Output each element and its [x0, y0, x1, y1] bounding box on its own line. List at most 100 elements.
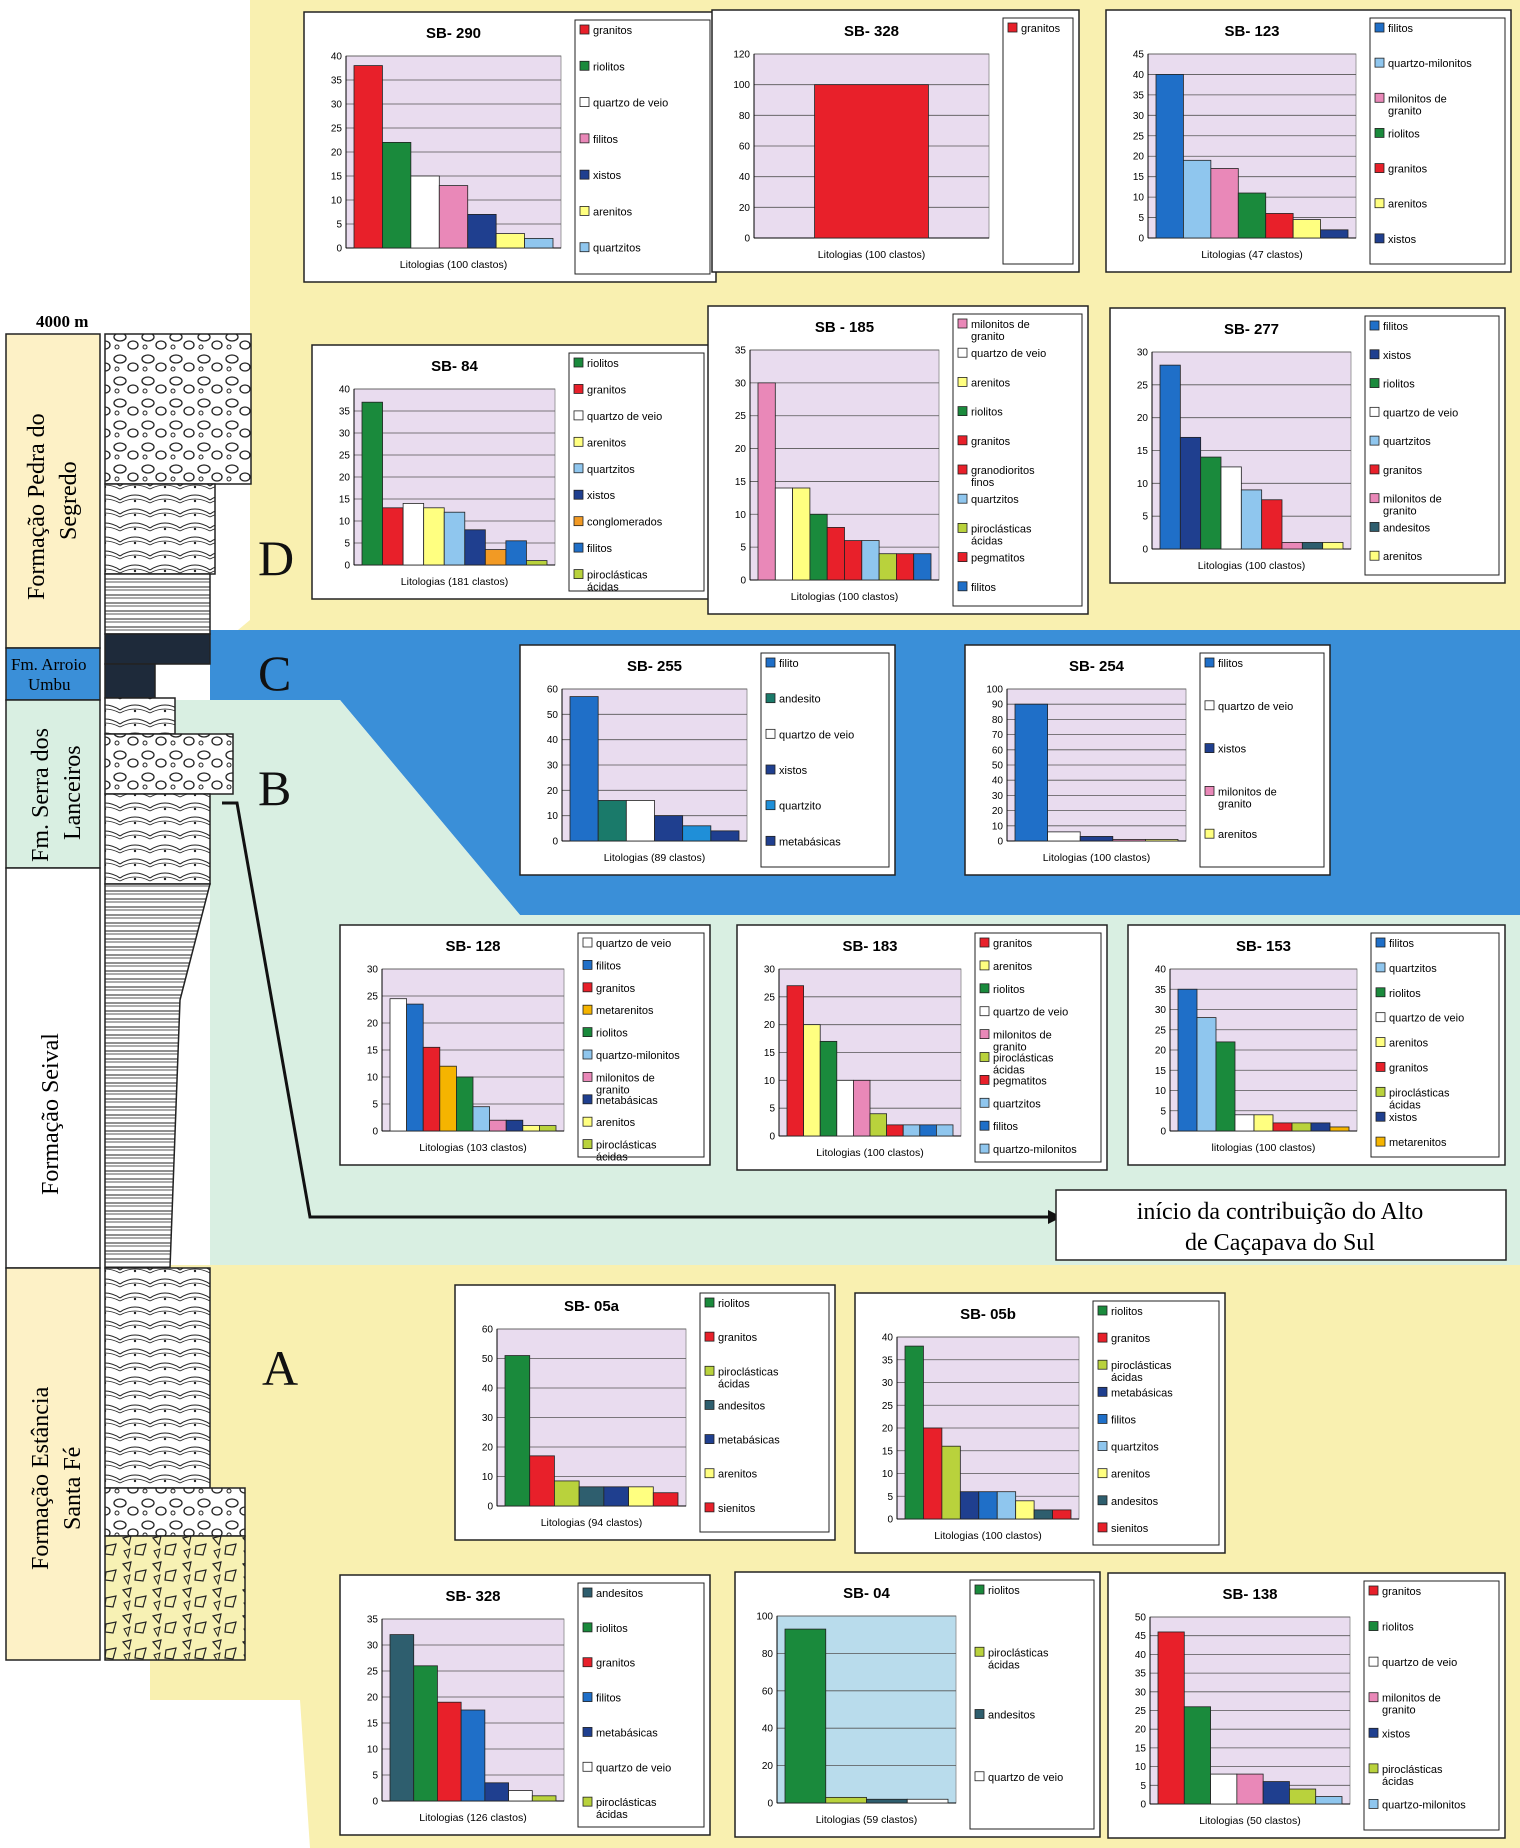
chart-title-sb-277: SB- 277	[1224, 321, 1279, 338]
bar-sb-153-6	[1291, 1122, 1312, 1132]
y-tick-label-sb-277-3: 15	[1137, 446, 1149, 457]
legend-label-sb-183-2: riolitos	[993, 984, 1025, 996]
legend-swatch-sb-185-1	[957, 347, 968, 358]
legend-swatch-sb-84-4	[573, 463, 584, 474]
y-tick-label-sb-153-0: 0	[1160, 1127, 1166, 1138]
y-tick-label-sb-04-5: 100	[756, 1612, 773, 1623]
legend-swatch-sb-277-6	[1369, 493, 1380, 504]
legend-label-sb-185-5: granodioritos finos	[971, 465, 1035, 489]
legend-swatch-sb-153-4	[1375, 1037, 1386, 1047]
legend-swatch-sb-254-0	[1204, 657, 1215, 668]
legend-swatch-sb-138-4	[1368, 1727, 1379, 1738]
bar-sb-05b-3	[959, 1491, 980, 1520]
legend-swatch-sb-255-5	[765, 835, 776, 846]
bar-sb-128-8	[522, 1125, 540, 1132]
bar-sb-183-8	[919, 1124, 937, 1137]
legend-label-sb-123-6: xistos	[1388, 234, 1417, 246]
bar-sb-254-1	[1047, 831, 1081, 842]
bar-sb-153-5	[1272, 1122, 1293, 1132]
y-tick-label-sb-290-7: 35	[331, 76, 343, 87]
y-tick-label-sb-153-7: 35	[1155, 985, 1167, 996]
y-tick-label-sb-183-6: 30	[764, 965, 776, 976]
legend-label-sb-84-5: xistos	[587, 490, 616, 502]
legend-label-sb-128-1: filitos	[596, 960, 622, 972]
x-axis-label-sb-05b: Litologias (100 clastos)	[934, 1530, 1041, 1542]
x-axis-label-sb-123: Litologias (47 clastos)	[1201, 249, 1303, 261]
bar-sb-128-6	[489, 1119, 507, 1132]
legend-label-sb-328-bottom-6: piroclásticas ácidas	[596, 1797, 657, 1821]
y-tick-label-sb-254-1: 10	[992, 821, 1004, 832]
zone-letter-d: D	[258, 530, 294, 586]
legend-swatch-sb-153-8	[1375, 1136, 1386, 1147]
chart-title-sb-05b: SB- 05b	[960, 1306, 1016, 1323]
legend-swatch-sb-04-2	[974, 1709, 985, 1719]
legend-swatch-sb-185-8	[957, 552, 968, 562]
bar-sb-185-9	[913, 553, 932, 581]
legend-swatch-sb-153-5	[1375, 1062, 1386, 1072]
chart-sb-254: SB- 254 0 10 20 30 40 50 60 70 80 90 100 Litologias …	[964, 644, 1331, 876]
legend-swatch-sb-153-1	[1375, 962, 1386, 973]
legend-sb-328-bottom	[577, 1582, 705, 1828]
legend-sb-328-top	[1002, 17, 1074, 265]
legend-label-sb-328-top-0: granitos	[1021, 23, 1061, 35]
chart-sb-04: SB- 04 0 20 40 60 80 100 Litologias (59 clastos…	[734, 1571, 1101, 1838]
legend-label-sb-04-0: riolitos	[988, 1585, 1020, 1597]
bar-sb-05a-0	[504, 1355, 531, 1507]
legend-swatch-sb-84-7	[573, 542, 584, 553]
legend-swatch-sb-05a-0	[704, 1297, 715, 1308]
y-tick-label-sb-254-7: 70	[992, 730, 1004, 741]
legend-label-sb-123-1: quartzo-milonitos	[1388, 58, 1472, 70]
legend-swatch-sb-128-2	[582, 982, 593, 993]
bar-sb-255-0	[569, 696, 599, 842]
y-tick-label-sb-05a-1: 10	[482, 1472, 494, 1483]
y-tick-label-sb-290-6: 30	[331, 100, 343, 111]
legend-swatch-sb-183-0	[979, 937, 990, 948]
legend-swatch-sb-123-0	[1374, 22, 1385, 33]
y-tick-label-sb-05b-4: 20	[882, 1424, 894, 1435]
y-tick-label-sb-290-5: 25	[331, 124, 343, 135]
legend-label-sb-183-6: pegmatitos	[993, 1075, 1047, 1087]
legend-swatch-sb-185-4	[957, 435, 968, 446]
legend-swatch-sb-290-4	[579, 169, 590, 180]
bar-sb-185-7	[878, 553, 897, 581]
legend-swatch-sb-123-4	[1374, 163, 1385, 173]
zone-letters: D C B A	[258, 530, 298, 1396]
y-tick-label-sb-277-1: 5	[1142, 512, 1148, 523]
y-tick-label-sb-153-6: 30	[1155, 1005, 1167, 1016]
legend-sb-290	[574, 19, 711, 275]
legend-label-sb-123-0: filitos	[1388, 23, 1414, 35]
bar-sb-185-4	[826, 527, 845, 581]
formation-pedra-do-segredo-box	[5, 333, 101, 649]
y-tick-label-sb-153-3: 15	[1155, 1066, 1167, 1077]
legend-swatch-sb-328-bottom-6	[582, 1796, 593, 1807]
legend-label-sb-328-bottom-3: filitos	[596, 1693, 622, 1705]
y-tick-label-sb-05b-1: 5	[887, 1492, 893, 1503]
legend-label-sb-128-3: metarenitos	[596, 1005, 654, 1017]
legend-label-sb-138-0: granitos	[1382, 1586, 1422, 1598]
legend-sb-05a	[699, 1292, 830, 1533]
y-tick-label-sb-04-4: 80	[762, 1649, 774, 1660]
legend-swatch-sb-123-5	[1374, 198, 1385, 209]
legend-swatch-sb-05b-6	[1097, 1468, 1108, 1479]
formation-label-arroio-line2: Umbu	[28, 675, 71, 694]
y-tick-label-sb-84-6: 30	[339, 429, 351, 440]
x-axis-label-sb-05a: Litologias (94 clastos)	[541, 1517, 643, 1529]
y-tick-label-sb-138-1: 5	[1140, 1781, 1146, 1792]
y-tick-label-sb-128-4: 20	[367, 1019, 379, 1030]
bar-sb-290-6	[524, 237, 554, 249]
contribution-arrow-head	[1048, 1210, 1062, 1224]
bar-sb-290-4	[467, 213, 497, 249]
bar-sb-05a-2	[554, 1480, 580, 1507]
formation-label-serra-line2: Lanceiros	[60, 745, 86, 840]
bar-sb-123-6	[1320, 229, 1349, 239]
y-tick-label-sb-153-1: 5	[1160, 1106, 1166, 1117]
legend-swatch-sb-185-5	[957, 464, 968, 475]
bar-sb-128-2	[422, 1046, 441, 1132]
chart-sb-255: SB- 255 0 10 20 30 40 50 60 Litologias (89 clast…	[519, 644, 896, 876]
bar-sb-05a-1	[529, 1455, 555, 1507]
legend-label-sb-05b-2: piroclásticas ácidas	[1111, 1360, 1172, 1384]
legend-label-sb-84-6: conglomerados	[587, 517, 663, 529]
legend-swatch-sb-05a-5	[704, 1468, 715, 1479]
bar-sb-183-3	[836, 1079, 854, 1137]
